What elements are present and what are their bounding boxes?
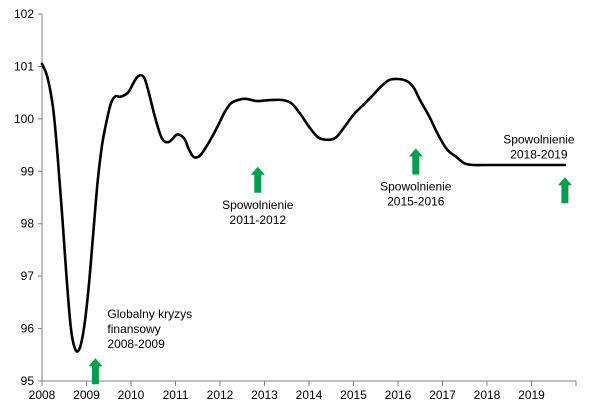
- annotation-label: Spowolnienie: [222, 198, 294, 212]
- y-tick-label: 98: [21, 217, 35, 231]
- y-tick-label: 96: [21, 322, 35, 336]
- y-tick-label: 95: [21, 374, 35, 388]
- axes: 95 96 97 98 99 100 101 102 2008 2009 2010 2011 2012 2…: [14, 7, 577, 402]
- annotation-label: finansowy: [107, 322, 160, 336]
- up-arrow-icon: [408, 148, 423, 175]
- annotation-label: 2011-2012: [230, 213, 287, 227]
- annotation-label: Spowolnienie: [380, 180, 452, 194]
- annotation-label: Globalny kryzys: [107, 307, 192, 321]
- annotation-label: Spowolnienie: [503, 132, 575, 146]
- x-tick-label: 2017: [429, 388, 456, 402]
- annotation-label: 2008-2009: [107, 337, 165, 351]
- x-tick-label: 2011: [163, 388, 189, 402]
- y-tick-label: 101: [14, 59, 34, 73]
- y-tick-label: 97: [21, 269, 35, 283]
- series-layer: [40, 62, 567, 353]
- y-tick-label: 100: [14, 112, 34, 126]
- up-arrow-icon: [250, 166, 265, 193]
- x-tick-label: 2010: [118, 388, 145, 402]
- annotation-label: 2018-2019: [510, 147, 568, 161]
- x-tick-label: 2012: [207, 388, 234, 402]
- up-arrow-icon: [557, 177, 572, 204]
- x-tick-label: 2013: [251, 388, 278, 402]
- series-line: [40, 62, 567, 353]
- y-tick-label: 102: [14, 7, 34, 21]
- y-tick-label: 99: [21, 164, 35, 178]
- x-tick-label: 2019: [518, 388, 545, 402]
- x-tick-label: 2014: [296, 388, 323, 402]
- x-tick-label: 2008: [29, 388, 56, 402]
- x-tick-label: 2015: [340, 388, 367, 402]
- up-arrow-icon: [88, 358, 103, 385]
- x-tick-label: 2016: [385, 388, 412, 402]
- annotation-label: 2015-2016: [387, 195, 445, 209]
- x-tick-label: 2018: [474, 388, 501, 402]
- x-tick-label: 2009: [73, 388, 100, 402]
